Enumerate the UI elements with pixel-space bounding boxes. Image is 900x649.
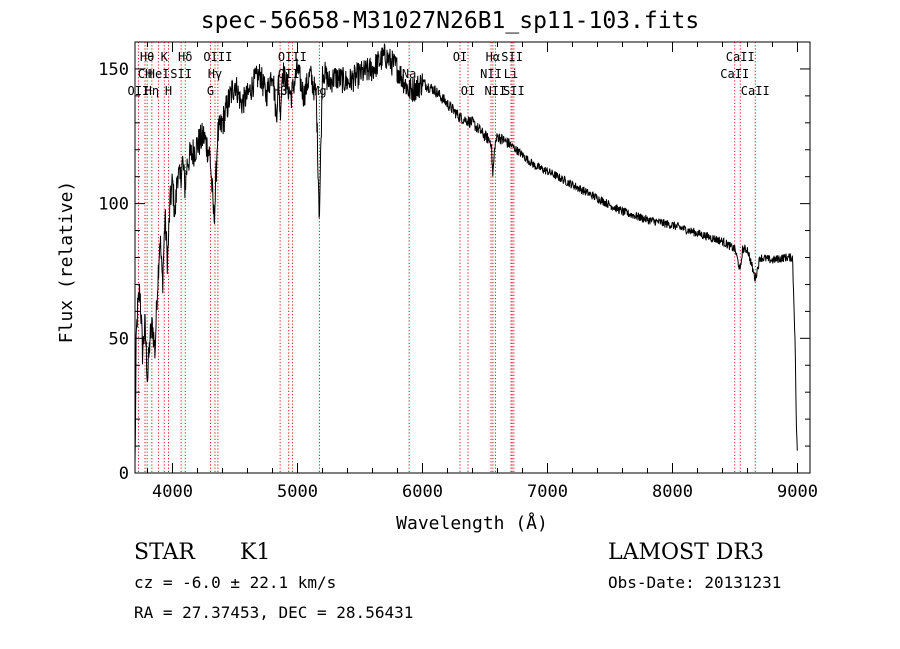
marker-label: Li (504, 67, 518, 81)
marker-label: SII (170, 67, 192, 81)
chart-title: spec-56658-M31027N26B1_sp11-103.fits (200, 8, 700, 34)
marker-label: SII (501, 50, 523, 64)
x-tick-label: 8000 (652, 482, 693, 502)
series-group (134, 43, 798, 463)
marker-label: OIII (203, 50, 232, 64)
y-tick-label: 50 (109, 329, 129, 349)
y-tick-label: 100 (98, 195, 129, 215)
marker-label: OII (128, 84, 150, 98)
marker-label: OI (453, 50, 467, 64)
y-tick-label: 0 (119, 464, 129, 484)
spectrum-line (134, 43, 798, 463)
x-tick-label: 5000 (277, 482, 318, 502)
x-tick-label: 7000 (527, 482, 568, 502)
marker-label: K (161, 50, 169, 64)
y-axis-label: Flux (relative) (56, 181, 77, 344)
coordinates: RA = 27.37453, DEC = 28.56431 (134, 603, 414, 622)
y-tick-label: 150 (98, 60, 129, 80)
obs-date: Obs-Date: 20131231 (608, 573, 782, 592)
survey-name: LAMOST DR3 (608, 540, 764, 565)
x-tick-label: 9000 (777, 482, 818, 502)
marker-label: CaII (720, 67, 749, 81)
x-axis-label: Wavelength (Å) (396, 512, 548, 534)
marker-label: Hθ (140, 50, 154, 64)
marker-label: H (165, 84, 172, 98)
subclass: K1 (240, 540, 271, 565)
x-tick-label: 4000 (152, 482, 193, 502)
marker-label: Hδ (178, 50, 192, 64)
marker-label: Na (402, 67, 416, 81)
marker-label: G (207, 84, 214, 98)
marker-label: Hβ (273, 84, 287, 98)
marker-label: CH (138, 67, 152, 81)
object-type: STAR (134, 540, 195, 565)
marker-label: CaII (726, 50, 755, 64)
marker-label: Hη (145, 84, 159, 98)
marker-label: NII (485, 84, 507, 98)
marker-label: NII (480, 67, 502, 81)
marker-label: OI (461, 84, 475, 98)
x-tick-label: 6000 (402, 482, 443, 502)
axis-ticks: 4000 5000 6000 7000 8000 9000 0 50 100 150 (98, 41, 818, 502)
redshift-text: cz = -6.0 ± 22.1 km/s (134, 573, 337, 592)
marker-label: Hα (486, 50, 500, 64)
marker-label: Hγ (208, 67, 222, 81)
plot-frame (134, 41, 811, 474)
marker-label: HeI (148, 67, 170, 81)
marker-label: CaII (741, 84, 770, 98)
marker-label: OIII (278, 50, 307, 64)
marker-label: SII (503, 84, 525, 98)
